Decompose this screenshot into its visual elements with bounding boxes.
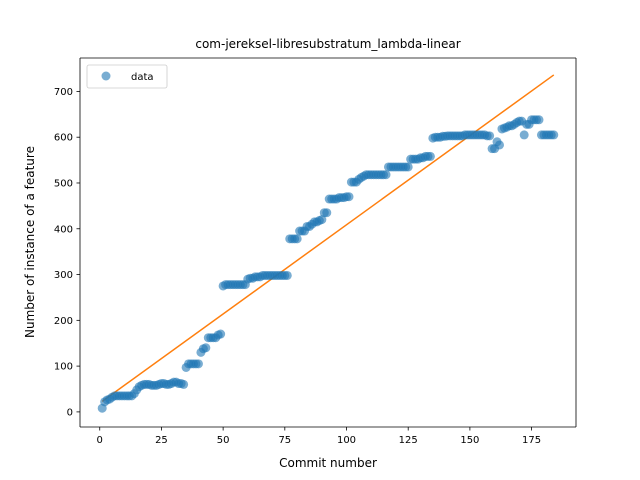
- fit-line-layer: [101, 74, 555, 402]
- x-tick-label: 25: [155, 435, 168, 446]
- fit-line: [101, 74, 555, 402]
- y-tick-label: 300: [54, 270, 73, 281]
- x-axis-ticks: 0 25 50 75 100 125 150 175: [97, 427, 541, 446]
- data-point: [344, 192, 354, 202]
- y-tick-label: 700: [54, 87, 73, 98]
- data-point: [282, 270, 292, 280]
- data-point: [322, 208, 332, 218]
- y-tick-label: 0: [67, 407, 73, 418]
- x-tick-label: 125: [399, 435, 418, 446]
- plot-frame: [79, 57, 577, 428]
- data-point: [201, 343, 211, 353]
- data-point: [425, 151, 435, 161]
- x-tick-label: 75: [278, 435, 291, 446]
- data-point: [549, 130, 559, 140]
- data-point: [403, 162, 413, 172]
- chart-title: com-jereksel-libresubstratum_lambda-line…: [195, 37, 460, 51]
- data-point: [317, 215, 327, 225]
- data-point: [292, 234, 302, 244]
- y-tick-label: 600: [54, 133, 73, 144]
- x-tick-label: 100: [337, 435, 356, 446]
- y-tick-label: 400: [54, 224, 73, 235]
- data-point: [179, 379, 189, 389]
- x-tick-label: 150: [460, 435, 479, 446]
- x-axis-label: Commit number: [279, 456, 377, 470]
- data-point: [381, 170, 391, 180]
- x-tick-label: 175: [522, 435, 541, 446]
- y-tick-label: 200: [54, 316, 73, 327]
- data-point: [193, 359, 203, 369]
- x-tick-label: 50: [217, 435, 230, 446]
- data-point: [534, 115, 544, 125]
- x-tick-label: 0: [97, 435, 103, 446]
- data-point: [216, 329, 226, 339]
- y-axis-ticks: 0 100 200 300 400 500 600 700: [54, 87, 80, 418]
- y-tick-label: 100: [54, 362, 73, 373]
- data-point: [495, 140, 504, 150]
- legend-marker-data: [101, 71, 111, 81]
- data-points-layer: [97, 115, 559, 413]
- y-axis-label: Number of instance of a feature: [23, 146, 37, 338]
- y-tick-label: 500: [54, 178, 73, 189]
- data-point: [519, 130, 529, 140]
- data-point: [485, 131, 495, 141]
- legend-label-data: data: [131, 72, 154, 83]
- legend: data: [86, 64, 168, 89]
- legend-box: [86, 64, 168, 89]
